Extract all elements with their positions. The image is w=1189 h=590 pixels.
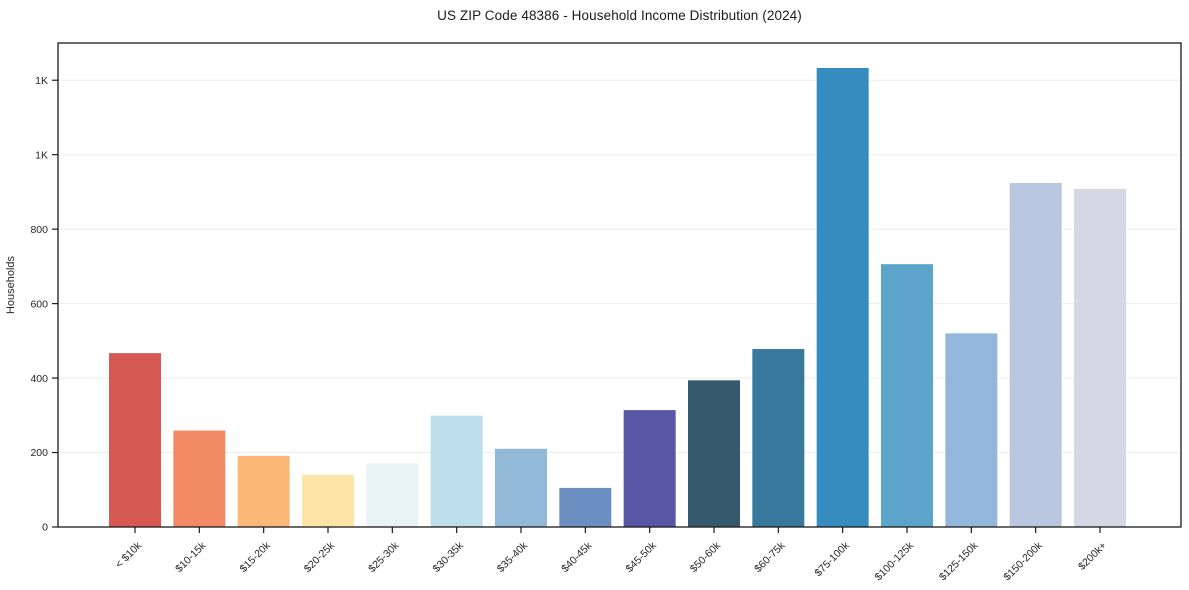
x-tick-label: $60-75k (752, 539, 788, 575)
y-tick-label: 0 (42, 522, 48, 534)
y-tick-label: 800 (30, 224, 48, 236)
x-tick-label: $125-150k (937, 539, 981, 583)
bar-$125-150k (945, 333, 998, 527)
y-tick-label: 200 (30, 447, 48, 459)
x-tick-label: $100-125k (873, 539, 917, 583)
x-tick-label: < $10k (113, 539, 145, 571)
bar-$150-200k (1009, 182, 1062, 528)
x-tick-label: $50-60k (688, 539, 724, 575)
x-tick-label: $150-200k (1001, 539, 1045, 583)
bar-$100-125k (881, 264, 933, 527)
x-tick-label: $30-35k (430, 539, 466, 575)
x-tick-label: $20-25k (302, 539, 338, 575)
bar-$15-20k (237, 455, 290, 527)
x-tick-label: $200k+ (1076, 540, 1109, 573)
bar-< $10k (109, 353, 161, 527)
bar-$30-35k (430, 415, 483, 527)
plot-frame (57, 42, 1182, 528)
bar-$25-30k (366, 463, 419, 527)
bar-$20-25k (302, 474, 354, 527)
x-tick-label: $15-20k (237, 539, 273, 575)
x-tick-label: $40-45k (559, 539, 595, 575)
chart-title: US ZIP Code 48386 - Household Income Dis… (437, 8, 802, 23)
bar-$75-100k (816, 67, 869, 528)
x-tick-label: $25-30k (366, 539, 402, 575)
y-tick-label: 1K (35, 75, 48, 87)
bar-$35-40k (495, 448, 547, 527)
y-tick-label: 400 (30, 373, 48, 385)
x-tick-label: $75-100k (812, 539, 852, 579)
y-tick-label: 1K (35, 149, 48, 161)
y-tick-label: 600 (30, 298, 48, 310)
x-tick-label: $45-50k (623, 539, 659, 575)
x-tick-label: $10-15k (173, 539, 209, 575)
bar-$45-50k (623, 410, 676, 527)
bar-$10-15k (173, 430, 226, 527)
bar-$40-45k (559, 487, 612, 527)
x-tick-label: $35-40k (495, 539, 531, 575)
bar-$50-60k (688, 380, 740, 527)
bar-$60-75k (752, 349, 805, 527)
bar-$200k+ (1074, 188, 1126, 527)
